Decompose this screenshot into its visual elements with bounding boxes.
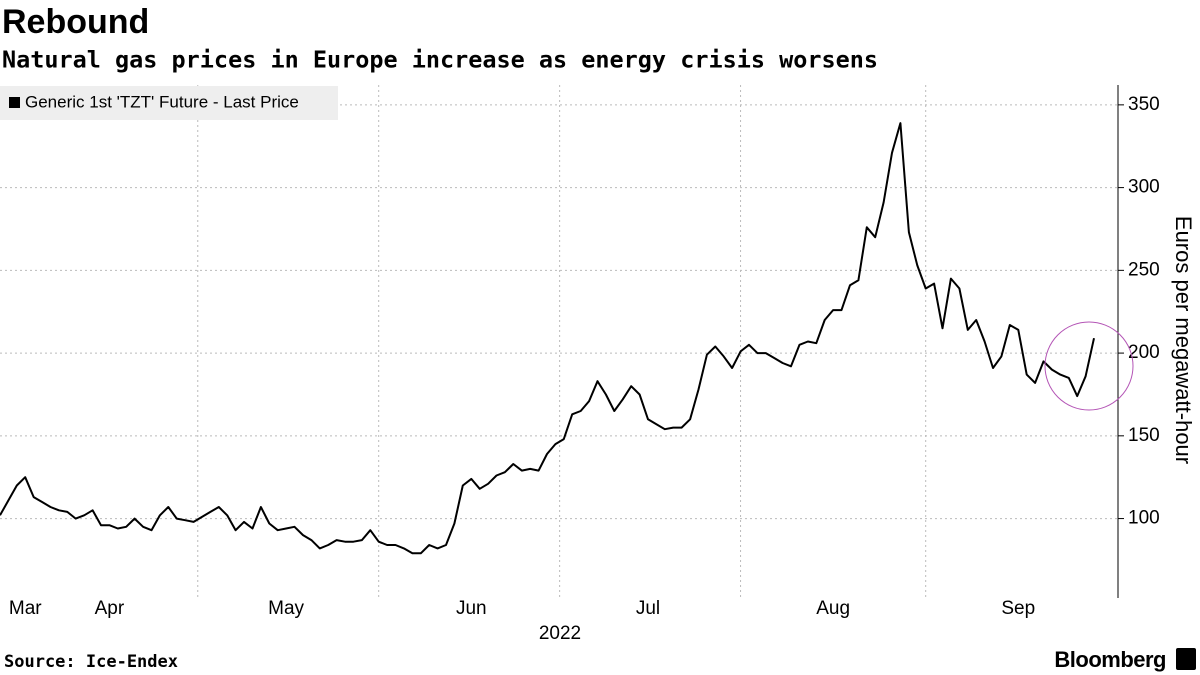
legend: Generic 1st 'TZT' Future - Last Price [0, 86, 338, 120]
legend-label: Generic 1st 'TZT' Future - Last Price [25, 92, 299, 111]
x-tick-label: Aug [816, 598, 850, 619]
x-tick-label: Jul [636, 598, 660, 619]
y-tick-label: 250 [1128, 259, 1160, 280]
line [0, 122, 1095, 555]
legend-box [0, 86, 338, 120]
y-tick-label: 300 [1128, 177, 1160, 198]
brand: Bloomberg [1054, 647, 1166, 672]
chart-title: Rebound [2, 3, 149, 41]
x-tick-label: Mar [9, 598, 42, 619]
y-axis-label: Euros per megawatt-hour [1171, 216, 1196, 464]
annotation-circle [1044, 321, 1134, 411]
y-tick-label: 100 [1128, 508, 1160, 529]
chart-subtitle: Natural gas prices in Europe increase as… [2, 48, 878, 74]
legend-swatch [9, 97, 20, 108]
x-tick-label: Jun [456, 598, 487, 619]
y-tick-label: 200 [1128, 342, 1160, 363]
y-tick-label: 150 [1128, 425, 1160, 446]
source: Source: Ice-Endex [4, 652, 178, 672]
y-tick-label: 350 [1128, 94, 1160, 115]
x-tick-label: Sep [1001, 598, 1035, 619]
x-axis-label: 2022 [539, 623, 581, 644]
x-tick-label: Apr [95, 598, 125, 619]
brand-icon [1176, 648, 1196, 670]
x-tick-label: May [268, 598, 304, 619]
